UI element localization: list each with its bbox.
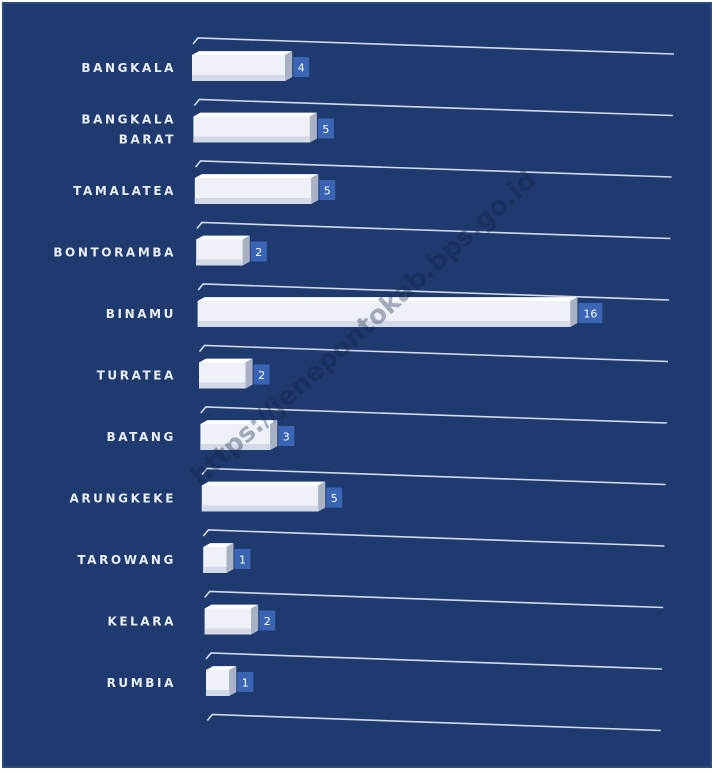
data-label: 1: [242, 677, 249, 690]
bar-top-face: [206, 666, 237, 670]
bar-shade: [192, 75, 286, 81]
bar: [203, 543, 234, 573]
bar-shade: [194, 198, 312, 204]
bar: [201, 481, 326, 512]
data-label: 2: [258, 369, 265, 382]
bar: [204, 604, 259, 635]
bars: 4 5 5 2 16 2 3 5 1 2 1: [192, 51, 603, 696]
value-badge: [578, 303, 603, 323]
bar: [206, 666, 237, 696]
gridlines: [192, 37, 675, 732]
gridline: [205, 652, 663, 670]
gridline: [200, 406, 667, 424]
bar: [200, 420, 278, 450]
value-badge: [319, 180, 336, 200]
value-badge: [293, 57, 310, 77]
bar-shade: [200, 444, 271, 450]
bar-top-face: [193, 112, 317, 117]
bar-side-face: [285, 51, 293, 81]
bar-side-face: [270, 420, 278, 450]
category-label: TURATEA: [97, 369, 176, 383]
bar-top-face: [201, 481, 326, 486]
category-label: BANGKALA: [81, 61, 176, 75]
bar-side-face: [309, 112, 317, 143]
data-label: 3: [283, 431, 290, 444]
bar-top-face: [197, 297, 578, 301]
bar: [194, 174, 319, 204]
bar-side-face: [251, 604, 259, 635]
bar: [199, 358, 253, 389]
gridline: [192, 37, 675, 55]
gridline: [201, 467, 666, 486]
value-badge: [253, 364, 270, 385]
bar-top-face: [192, 51, 293, 55]
bar-front-face: [206, 670, 230, 696]
bar: [197, 297, 578, 327]
category-label: BANGKALA: [81, 113, 176, 127]
data-label: 5: [322, 123, 329, 136]
value-badge: [317, 118, 334, 139]
value-badge: [234, 549, 251, 569]
category-label: BARAT: [119, 133, 176, 147]
value-badge: [237, 672, 254, 692]
category-label: BINAMU: [106, 307, 176, 321]
bar-shade: [197, 321, 571, 327]
bar: [192, 51, 293, 81]
category-label: RUMBIA: [107, 676, 176, 690]
bar-top-face: [200, 420, 278, 424]
data-label: 2: [255, 246, 262, 259]
data-label: 16: [583, 308, 597, 321]
bar-top-face: [204, 604, 259, 609]
data-label: 5: [331, 492, 338, 505]
watermark: https://jenepontokab.bps.go.id: [185, 165, 543, 491]
category-label: KELARA: [107, 615, 176, 629]
bar: [196, 235, 250, 266]
value-badge: [259, 610, 276, 631]
bar-top-face: [203, 543, 234, 547]
gridline: [193, 98, 673, 117]
bar-side-face: [229, 666, 237, 696]
bar-side-face: [311, 174, 319, 204]
bar-top-face: [194, 174, 319, 178]
bar-top-face: [199, 358, 253, 363]
category-labels: BANGKALA BANGKALA BARAT TAMALATEA BONTORAMBA…: [53, 61, 176, 690]
gridline: [196, 221, 671, 240]
gridline: [206, 713, 661, 732]
bar-side-face: [226, 543, 234, 573]
bar-top-face: [196, 235, 250, 240]
value-badge: [326, 487, 343, 508]
category-label: TAROWANG: [77, 553, 176, 567]
category-label: BONTORAMBA: [53, 246, 176, 260]
bar-side-face: [242, 235, 250, 266]
gridline: [202, 529, 665, 547]
gridline: [204, 590, 664, 609]
data-label: 4: [298, 62, 305, 75]
bar-shade: [204, 628, 252, 635]
bar: [193, 112, 317, 143]
bar-side-face: [245, 358, 253, 389]
bar-shade: [196, 259, 243, 266]
bar-chart: 4 5 5 2 16 2 3 5 1 2 1 BANGKALA BANGKALA BARAT TAMALA…: [53, 37, 675, 732]
bar-front-face: [203, 547, 227, 573]
bar-shade: [201, 505, 319, 512]
bar-side-face: [318, 481, 326, 512]
gridline: [197, 283, 670, 301]
bar-shade: [193, 136, 310, 143]
gridline: [198, 344, 669, 363]
data-label: 5: [324, 185, 331, 198]
bar-side-face: [570, 297, 578, 327]
category-label: TAMALATEA: [73, 184, 176, 198]
data-label: 2: [264, 615, 271, 628]
gridline: [194, 160, 672, 178]
bar-shade: [206, 690, 230, 696]
category-label: ARUNGKEKE: [69, 492, 176, 506]
value-badge: [250, 241, 267, 262]
watermark-text: https://jenepontokab.bps.go.id: [185, 165, 543, 491]
data-label: 1: [239, 554, 246, 567]
bar-shade: [203, 567, 227, 573]
value-badge: [278, 426, 295, 446]
category-label: BATANG: [106, 430, 176, 444]
bar-shade: [199, 382, 246, 389]
